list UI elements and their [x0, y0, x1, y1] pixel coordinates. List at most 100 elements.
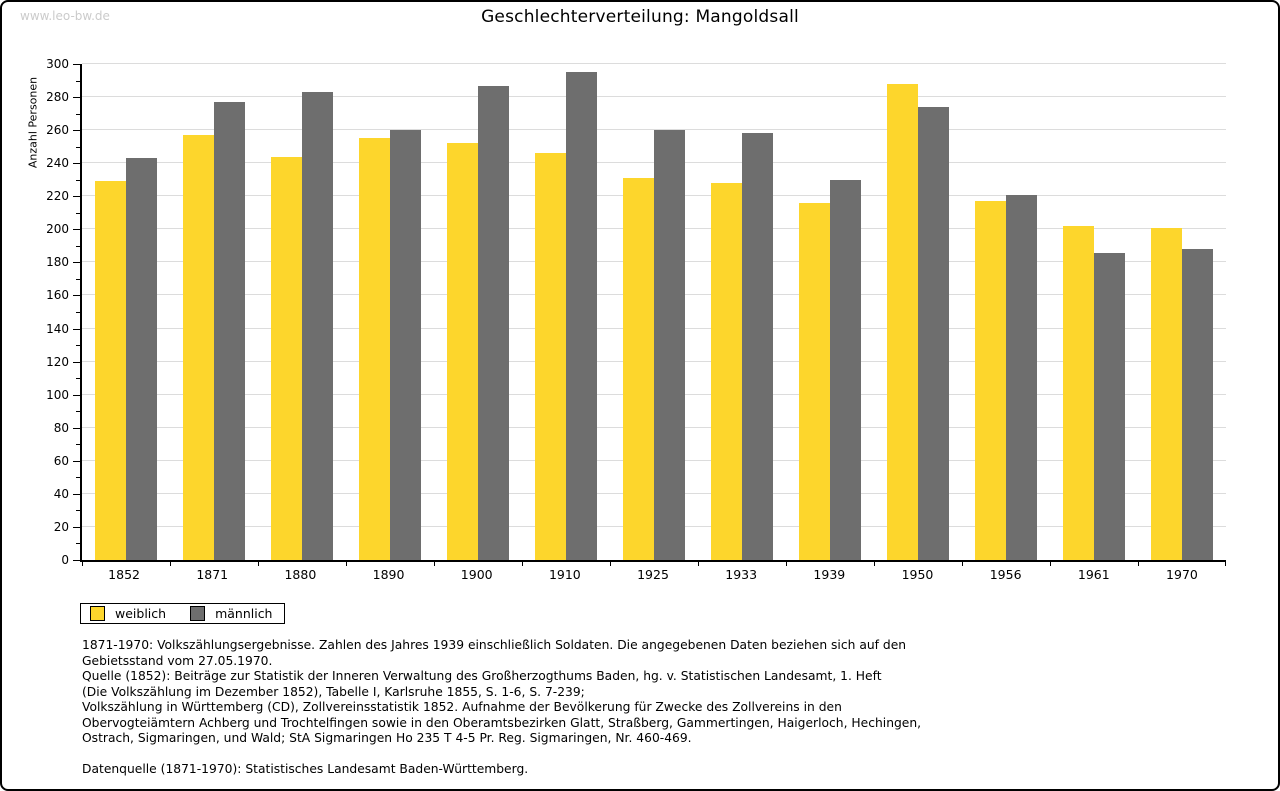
y-axis-tick: [76, 543, 80, 545]
bar-männlich: [654, 130, 685, 560]
y-axis-tick: [73, 361, 80, 363]
y-axis-tick: [76, 477, 80, 479]
bar-männlich: [566, 72, 597, 560]
bar-männlich: [918, 107, 949, 560]
y-axis-tick: [76, 510, 80, 512]
footnote-line: Quelle (1852): Beiträge zur Statistik de…: [82, 669, 882, 683]
gridline: [82, 63, 1226, 64]
x-axis-tick: [522, 562, 523, 566]
x-axis-tick: [434, 562, 435, 566]
y-axis-tick-label: 80: [53, 420, 69, 435]
watermark: www.leo-bw.de: [20, 9, 110, 23]
footnote-line: (Die Volkszählung im Dezember 1852), Tab…: [82, 684, 585, 699]
bar-weiblich: [535, 153, 566, 560]
x-axis-label: 1970: [1166, 567, 1198, 582]
y-axis-tick: [76, 212, 80, 214]
plot-area: [80, 63, 1226, 562]
x-axis-tick: [698, 562, 699, 566]
x-axis-tick: [786, 562, 787, 566]
y-axis-tick: [73, 560, 80, 561]
y-axis-tick: [73, 163, 80, 165]
y-axis-tick-label: 60: [53, 453, 69, 468]
y-axis-tick: [73, 262, 80, 264]
y-axis-tick: [73, 97, 80, 99]
y-axis-tick-label: 280: [46, 90, 69, 105]
bar-weiblich: [623, 178, 654, 560]
bar-group-1970: [1138, 64, 1226, 560]
x-axis-tick: [258, 562, 259, 566]
y-axis-tick: [76, 245, 80, 247]
footnote-line: Obervogteiämtern Achberg und Trochtelfin…: [82, 715, 922, 730]
bar-männlich: [1006, 194, 1037, 560]
footnote-line: 1871-1970: Volkszählungsergebnisse. Zahl…: [82, 638, 907, 652]
y-axis-tick-label: 160: [46, 288, 69, 303]
x-axis-label: 1939: [813, 567, 846, 582]
x-axis-label: 1852: [108, 567, 140, 582]
y-axis-tick-label: 100: [46, 387, 69, 402]
bar-männlich: [214, 102, 245, 560]
footnote-line: Ostrach, Sigmaringen, und Wald; StA Sigm…: [82, 731, 692, 745]
y-axis-tick: [73, 229, 80, 231]
bar-group-1939: [786, 64, 874, 560]
x-axis-label: 1871: [196, 567, 229, 582]
x-axis-labels: 1852 1871 1880 1890 1900 1910 1925 1933 1939 1950…: [80, 567, 1226, 582]
y-axis-tick: [76, 444, 80, 446]
legend-item-weiblich: weiblich: [90, 606, 166, 621]
bar-weiblich: [799, 202, 830, 560]
x-axis-label: 1910: [548, 567, 581, 582]
bar-männlich: [126, 158, 157, 560]
bar-männlich: [390, 130, 421, 560]
bar-weiblich: [359, 138, 390, 560]
y-axis-tick: [73, 460, 80, 462]
bar-weiblich: [271, 156, 302, 560]
bar-weiblich: [975, 201, 1006, 560]
y-axis-tick: [76, 345, 80, 347]
gridline: [82, 96, 1226, 98]
bar-group-1852: [82, 64, 170, 560]
x-axis-tick: [346, 562, 347, 566]
x-axis-tick: [1138, 562, 1139, 566]
bar-weiblich: [1063, 226, 1094, 560]
y-axis-tick-label: 20: [53, 519, 69, 534]
y-axis-tick-label: 260: [46, 123, 69, 138]
bar-group-1871: [170, 64, 258, 560]
bar-weiblich: [447, 143, 478, 560]
bar-group-1933: [698, 64, 786, 560]
x-axis-label: 1956: [989, 567, 1022, 582]
y-axis-tick: [76, 278, 80, 280]
y-axis-tick: [73, 526, 80, 528]
x-axis-tick: [82, 562, 83, 566]
legend-swatch-weiblich: [90, 606, 105, 621]
x-axis-label: 1950: [901, 567, 934, 582]
bar-männlich: [830, 179, 861, 560]
y-axis-tick-label: 240: [46, 156, 69, 171]
y-axis-tick-label: 140: [46, 321, 69, 336]
y-axis-tick: [73, 427, 80, 429]
y-axis-tick: [73, 196, 80, 198]
y-axis-tick: [76, 378, 80, 380]
bar-weiblich: [711, 183, 742, 560]
footnote-line: Datenquelle (1871-1970): Statistisches L…: [82, 762, 529, 776]
y-axis-tick: [76, 312, 80, 313]
x-axis-tick: [874, 562, 875, 566]
bar-group-1925: [610, 64, 698, 560]
legend-label: weiblich: [115, 606, 167, 621]
y-axis-tick: [73, 493, 80, 495]
x-axis-tick: [962, 562, 963, 566]
bar-weiblich: [95, 181, 126, 560]
bar-group-1956: [962, 64, 1050, 560]
legend-label: männlich: [215, 606, 273, 621]
x-axis-tick: [610, 562, 611, 566]
y-axis-tick-label: 220: [46, 189, 69, 204]
gridline: [82, 129, 1226, 131]
y-axis-tick-label: 40: [53, 486, 69, 501]
bar-group-1880: [258, 64, 346, 560]
footnotes: 1871-1970: Volkszählungsergebnisse. Zahl…: [82, 638, 1222, 778]
y-axis-tick: [73, 64, 80, 65]
x-axis-label: 1961: [1077, 567, 1110, 582]
x-axis-label: 1933: [725, 567, 758, 582]
x-axis-tick: [1050, 562, 1051, 566]
y-axis-tick-label: 180: [46, 255, 69, 270]
legend-swatch-männlich: [190, 606, 206, 621]
